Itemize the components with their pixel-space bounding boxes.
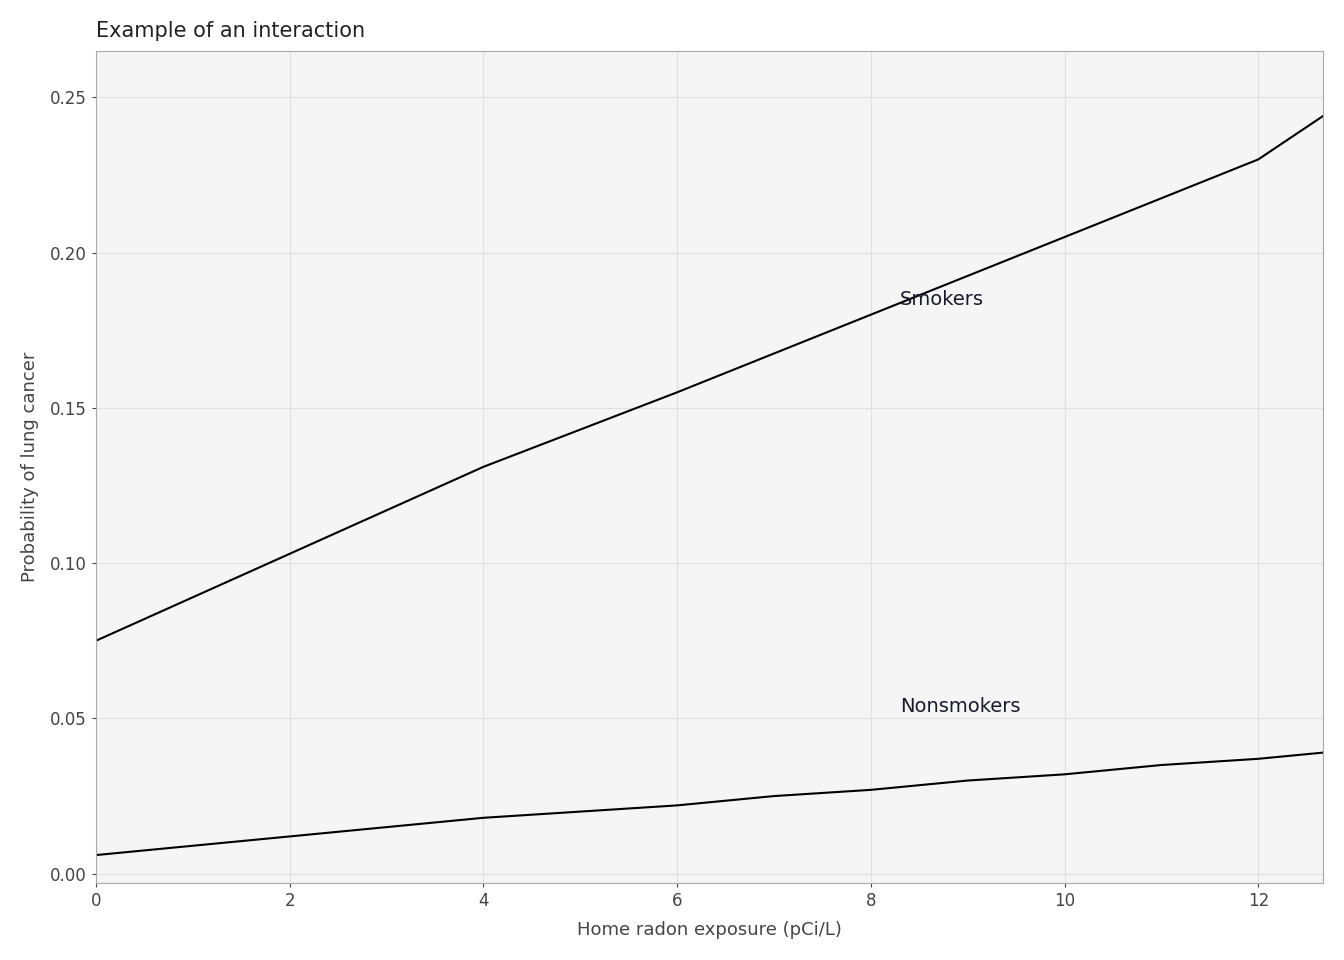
Text: Smokers: Smokers — [900, 290, 984, 309]
Text: Nonsmokers: Nonsmokers — [900, 697, 1020, 716]
X-axis label: Home radon exposure (pCi/L): Home radon exposure (pCi/L) — [577, 922, 841, 939]
Y-axis label: Probability of lung cancer: Probability of lung cancer — [22, 351, 39, 582]
Text: Example of an interaction: Example of an interaction — [95, 21, 366, 41]
